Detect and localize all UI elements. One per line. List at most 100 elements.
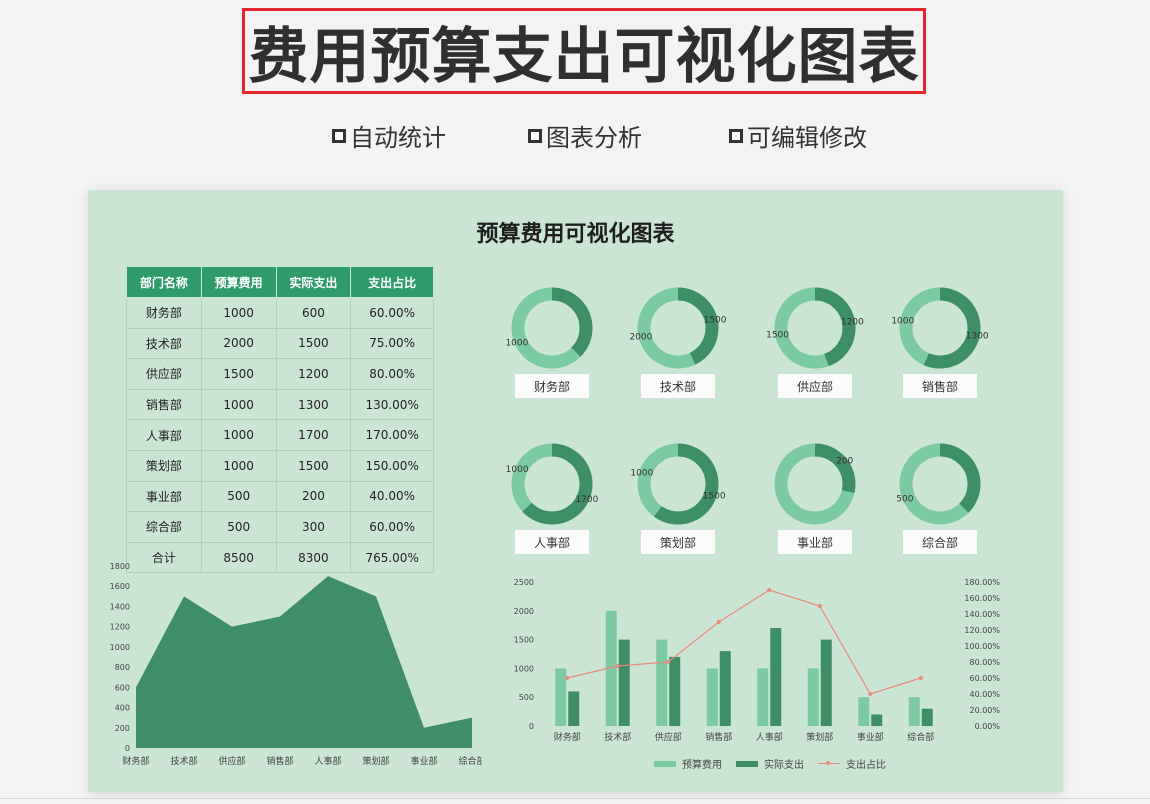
x-tick-label: 人事部 — [756, 731, 783, 743]
table-cell: 人事部 — [126, 419, 202, 451]
table-cell: 130.00% — [350, 388, 434, 421]
donut-chart: 200 事业部 — [755, 438, 875, 578]
y-tick-label: 200 — [115, 724, 130, 733]
donut-chart: 1200 1500 供应部 — [755, 282, 875, 422]
y-tick-label: 1000 — [514, 664, 534, 673]
checkbox-icon — [729, 128, 743, 143]
ratio-point — [615, 664, 620, 668]
table-cell: 170.00% — [350, 419, 434, 451]
table-cell: 合计 — [126, 541, 202, 574]
donut-value-label: 200 — [836, 456, 853, 466]
bar-actual — [871, 714, 883, 726]
bar-budget — [807, 668, 819, 726]
y-tick-label: 600 — [115, 683, 130, 692]
y2-tick-label: 0.00% — [975, 722, 1001, 731]
donut-label: 财务部 — [515, 374, 589, 398]
y2-tick-label: 60.00% — [969, 674, 1000, 683]
table-cell: 销售部 — [126, 388, 202, 421]
bar-actual — [770, 628, 782, 726]
y2-tick-label: 160.00% — [964, 594, 1000, 603]
x-tick-label: 销售部 — [705, 731, 732, 743]
donut-value-label: 2000 — [629, 332, 652, 342]
y2-tick-label: 80.00% — [969, 658, 1000, 667]
donut-value-label: 1500 — [704, 316, 727, 326]
divider — [0, 798, 1150, 799]
donut-slice — [774, 287, 856, 369]
legend-swatch-ratio — [818, 761, 840, 765]
donut-label: 供应部 — [778, 374, 852, 398]
table-cell: 事业部 — [126, 480, 202, 513]
combo-chart-legend: 预算费用 实际支出 支出占比 — [654, 756, 894, 771]
donut-value-label: 500 — [896, 495, 913, 505]
x-tick-label: 事业部 — [857, 731, 884, 743]
ratio-line — [567, 589, 921, 695]
donut-svg: 200 — [774, 443, 856, 525]
bar-budget — [908, 697, 920, 726]
table-cell: 60.00% — [350, 511, 434, 543]
ratio-point — [666, 660, 671, 664]
y-tick-label: 400 — [115, 704, 130, 713]
x-tick-label: 技术部 — [170, 755, 197, 767]
panel-title: 预算费用可视化图表 — [476, 222, 675, 247]
donut-value-label: 1500 — [703, 492, 726, 502]
donut-chart: 500 综合部 — [880, 438, 1000, 578]
table-cell: 60.00% — [350, 297, 434, 329]
y-tick-label: 1600 — [110, 582, 130, 591]
donut-chart: 1300 1000 销售部 — [880, 282, 1000, 422]
feature-label: 图表分析 — [546, 124, 642, 152]
table-cell: 1700 — [275, 419, 352, 451]
ratio-point — [868, 692, 873, 696]
table-cell: 财务部 — [126, 297, 202, 329]
bar-budget — [757, 668, 769, 726]
donut-svg: 1500 2000 — [629, 287, 727, 369]
area-series — [136, 576, 472, 748]
x-tick-label: 技术部 — [604, 731, 631, 743]
table-cell: 1500 — [275, 449, 352, 482]
donut-chart: 1500 2000 技术部 — [618, 282, 738, 422]
table-header-cell: 支出占比 — [350, 266, 434, 298]
y-tick-label: 1000 — [110, 643, 130, 652]
table-cell: 500 — [200, 480, 277, 513]
table-row: 财务部 1000 600 60.00% — [126, 297, 434, 329]
donut-slice — [774, 443, 856, 525]
page-title-text: 费用预算支出可视化图表 — [248, 21, 920, 92]
donut-svg: 500 — [896, 443, 981, 525]
table-cell: 1000 — [200, 419, 277, 451]
y2-tick-label: 180.00% — [964, 578, 1000, 587]
y-tick-label: 0 — [529, 722, 534, 731]
donut-value-label: 1700 — [575, 495, 598, 505]
y2-tick-label: 140.00% — [964, 610, 1000, 619]
dashboard-panel: 预算费用可视化图表 部门名称 预算费用 实际支出 支出占比 财务部 1000 600 60.… — [88, 190, 1063, 792]
y2-tick-label: 20.00% — [969, 706, 1000, 715]
y-tick-label: 1800 — [110, 562, 130, 571]
checkbox-icon — [528, 128, 542, 143]
feature-label: 可编辑修改 — [747, 124, 867, 152]
donut-svg: 1000 — [505, 287, 593, 369]
donut-slice — [511, 443, 593, 525]
page-title: 费用预算支出可视化图表 — [242, 8, 926, 94]
table-cell: 1300 — [275, 388, 352, 421]
legend-swatch-budget — [654, 760, 676, 767]
bar-actual — [568, 691, 580, 726]
donut-label: 销售部 — [903, 374, 977, 398]
table-cell: 技术部 — [126, 327, 202, 360]
donut-value-label: 1000 — [505, 339, 528, 349]
feature-item: 可编辑修改 — [729, 118, 867, 153]
table-cell: 1000 — [200, 388, 277, 421]
bar-budget — [656, 639, 668, 726]
donut-label: 策划部 — [641, 530, 715, 554]
table-row: 销售部 1000 1300 130.00% — [126, 388, 434, 421]
table-cell: 2000 — [200, 327, 277, 360]
table-row: 人事部 1000 1700 170.00% — [126, 419, 434, 451]
feature-label: 自动统计 — [350, 124, 446, 152]
table-row: 事业部 500 200 40.00% — [126, 480, 434, 513]
bar-budget — [858, 697, 870, 726]
bar-budget — [706, 668, 718, 726]
x-tick-label: 财务部 — [122, 755, 149, 767]
bar-actual — [669, 656, 681, 726]
y2-tick-label: 120.00% — [964, 626, 1000, 635]
legend-swatch-actual — [736, 760, 758, 767]
bar-actual — [921, 708, 933, 726]
table-cell: 75.00% — [350, 327, 434, 360]
donut-label: 综合部 — [903, 530, 977, 554]
